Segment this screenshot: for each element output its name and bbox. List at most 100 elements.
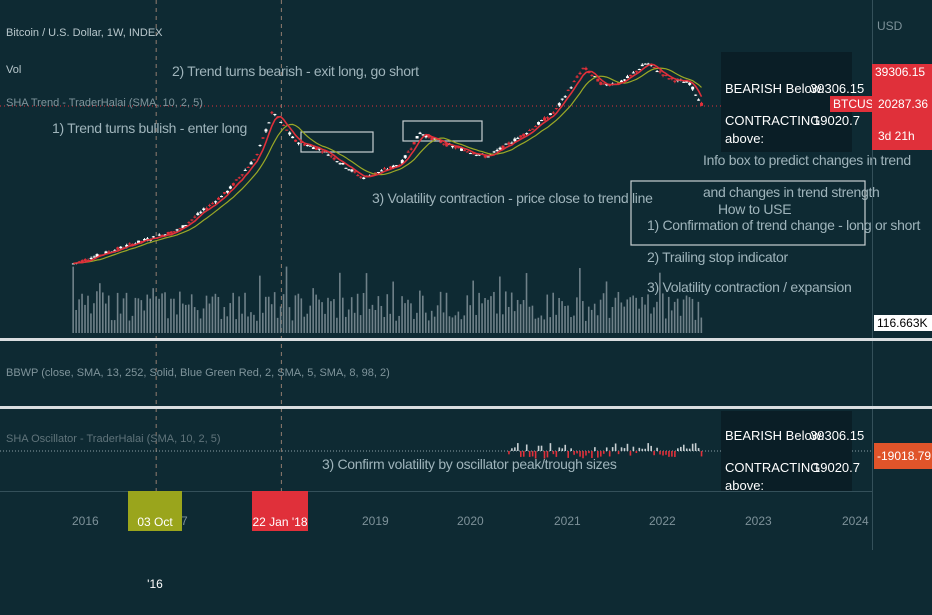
candle-body — [252, 159, 256, 161]
volume-bar — [102, 292, 104, 333]
candle-body — [350, 169, 354, 172]
volume-bar — [422, 295, 424, 333]
volume-bar — [164, 292, 166, 333]
oscillator-bar — [514, 447, 516, 451]
oscillator-bar — [685, 448, 688, 451]
candle-body — [581, 67, 585, 69]
candle-body — [294, 139, 298, 142]
volume-bar — [220, 318, 223, 333]
volume-bar — [404, 303, 406, 333]
volume-bar — [282, 294, 285, 333]
volume-bar — [208, 303, 211, 333]
oscillator-bar — [582, 451, 584, 459]
candle-body — [525, 133, 529, 135]
candle-body — [528, 130, 532, 132]
volume-bar — [590, 309, 593, 333]
volume-bar — [510, 292, 513, 333]
current-price: 20287.36 — [878, 97, 929, 111]
candle-body — [199, 211, 203, 213]
volume-bar — [466, 295, 469, 333]
oscillator-bar — [546, 451, 549, 458]
volume-bar — [262, 312, 264, 333]
volume-bar — [507, 306, 510, 333]
volume-bar — [176, 314, 178, 333]
volume-bar — [656, 301, 658, 333]
candle-body — [584, 67, 588, 70]
candle-body — [175, 229, 179, 231]
volume-bar — [457, 311, 460, 333]
pane-separator-1[interactable] — [0, 338, 932, 341]
volume-bar — [602, 293, 605, 333]
price-axis[interactable] — [872, 0, 932, 550]
volume-bar — [238, 296, 240, 333]
osc-bearish-value: 39306.15 — [810, 428, 865, 443]
how-to-use-title: How to USE — [718, 201, 792, 217]
volume-bar — [158, 298, 160, 333]
volume-bar — [576, 297, 578, 333]
info-contracting-value: 19020.7 — [813, 113, 860, 128]
volume-bar — [241, 313, 243, 333]
oscillator-bar — [626, 443, 629, 451]
volume-bar — [445, 292, 448, 333]
time-axis[interactable] — [0, 491, 872, 551]
candle-body — [243, 169, 247, 171]
oscillator-bar — [555, 451, 558, 457]
info-contracting-label: CONTRACTING above: — [725, 113, 821, 146]
how-to-use-2: 2) Trailing stop indicator — [647, 249, 788, 265]
volume-bar — [676, 298, 679, 333]
candle-body — [356, 175, 360, 177]
volume-bar — [519, 304, 522, 333]
volume-bar — [93, 303, 95, 333]
candle-body — [140, 240, 144, 242]
volume-bar — [614, 297, 617, 333]
volume-bar — [339, 272, 341, 333]
volume-bar — [273, 292, 276, 333]
volume-bar — [593, 303, 596, 333]
candle-body — [205, 208, 209, 210]
volume-bar — [401, 296, 403, 333]
note-info-line2: and changes in trend strength — [703, 184, 880, 200]
candle-body — [353, 171, 357, 173]
oscillator-bar — [674, 451, 676, 457]
volume-bar — [659, 272, 661, 333]
volume-bar — [140, 300, 143, 333]
volume-bar — [499, 276, 501, 333]
oscillator-bar — [665, 451, 667, 455]
date-badge-jan18: 22 Jan '18 — [252, 491, 308, 531]
candle-body — [510, 142, 514, 144]
candle-body — [433, 138, 437, 140]
volume-bar — [276, 317, 279, 333]
pane-separator-2[interactable] — [0, 406, 932, 409]
oscillator-bar — [561, 448, 564, 451]
chart-canvas[interactable] — [0, 0, 932, 550]
volume-bar — [662, 293, 664, 333]
candle-body — [400, 160, 404, 164]
volume-bar — [653, 307, 655, 333]
ticker-badge[interactable]: BTCUSD — [830, 96, 886, 112]
date-badge-oct16: 03 Oct '16 — [128, 491, 182, 591]
tick-2024: 2024 — [842, 514, 869, 528]
candle-body — [409, 148, 413, 150]
candle-body — [501, 145, 505, 150]
candle-body — [308, 145, 312, 147]
candle-body — [451, 145, 455, 148]
how-to-use-3: 3) Volatility contraction / expansion — [647, 279, 852, 295]
oscillator-bar — [647, 443, 650, 451]
oscillator-bar — [517, 443, 519, 451]
oscillator-bar — [511, 448, 513, 451]
candle-body — [255, 154, 259, 156]
candle-body — [531, 128, 535, 130]
oscillator-bar — [662, 451, 664, 456]
volume-bar — [193, 307, 196, 333]
candle-body — [151, 236, 155, 238]
volume-bar — [413, 318, 415, 333]
candle-body — [246, 166, 250, 168]
candle-body — [214, 201, 218, 203]
volume-bar — [229, 303, 232, 333]
tick-2022: 2022 — [649, 514, 676, 528]
volume-bar — [149, 298, 152, 333]
oscillator-bar — [579, 451, 581, 457]
volume-bar — [383, 316, 386, 333]
volume-bar — [303, 316, 306, 333]
candle-body — [119, 246, 123, 249]
